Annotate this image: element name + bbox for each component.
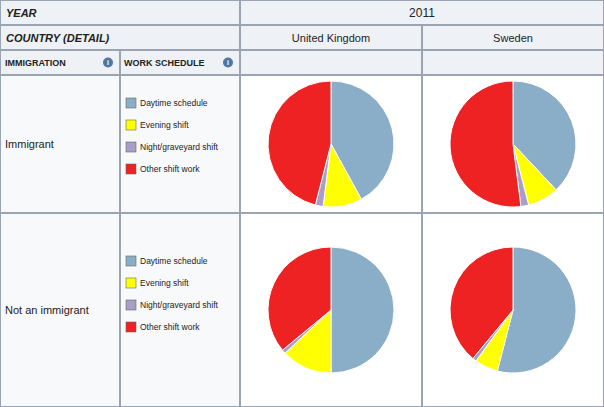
column-label: United Kingdom xyxy=(292,32,370,44)
table-cell xyxy=(241,26,422,50)
legend-swatch xyxy=(126,256,136,266)
table-cell xyxy=(423,76,604,213)
pie-slice xyxy=(450,247,513,359)
table-cell xyxy=(241,214,422,407)
legend-label: Night/graveyard shift xyxy=(140,300,219,310)
table-cell xyxy=(241,1,604,25)
legend-label: Daytime schedule xyxy=(140,98,208,108)
header-label: WORK SCHEDULE xyxy=(124,58,205,68)
legend-swatch xyxy=(126,300,136,310)
chart-container: YEAR 2011 COUNTRY (DETAIL) United Kingdom Sw… xyxy=(0,0,604,407)
pie xyxy=(268,81,394,207)
pie-slice xyxy=(268,81,331,205)
pie-slice xyxy=(268,247,331,350)
table-cell xyxy=(1,51,120,75)
legend-swatch xyxy=(126,142,136,152)
legend-swatch xyxy=(126,98,136,108)
info-icon xyxy=(223,58,233,68)
legend-swatch xyxy=(126,164,136,174)
legend-swatch xyxy=(126,278,136,288)
column-label: Sweden xyxy=(493,32,533,44)
legend-label: Other shift work xyxy=(140,164,200,174)
legend-label: Evening shift xyxy=(140,120,189,130)
pie xyxy=(450,81,576,207)
info-icon-label: i xyxy=(107,59,109,66)
pie xyxy=(450,247,576,373)
header-label: COUNTRY (DETAIL) xyxy=(6,32,110,44)
table-cell xyxy=(423,51,604,75)
table-cell xyxy=(423,26,604,50)
info-icon-label: i xyxy=(227,59,229,66)
legend-label: Other shift work xyxy=(140,322,200,332)
row-label: Not an immigrant xyxy=(5,304,89,316)
legend-label: Night/graveyard shift xyxy=(140,142,219,152)
table-cell xyxy=(121,214,240,407)
chart: YEAR 2011 COUNTRY (DETAIL) United Kingdom Sw… xyxy=(0,0,604,407)
pie xyxy=(268,247,394,373)
table-cell xyxy=(1,76,120,213)
legend-label: Daytime schedule xyxy=(140,256,208,266)
pie-slice xyxy=(331,247,394,373)
table-cell xyxy=(1,1,240,25)
table-cell xyxy=(1,214,120,407)
pie-slice xyxy=(450,81,521,207)
row-label: Immigrant xyxy=(5,138,54,150)
table-cell xyxy=(121,76,240,213)
header-label: YEAR xyxy=(6,7,37,19)
table-cell xyxy=(423,214,604,407)
info-icon xyxy=(103,58,113,68)
table-cell xyxy=(121,51,240,75)
header-label: IMMIGRATION xyxy=(5,58,66,68)
table-cell xyxy=(1,26,240,50)
legend-swatch xyxy=(126,120,136,130)
table-cell xyxy=(241,76,422,213)
title: 2011 xyxy=(409,6,435,20)
legend-label: Evening shift xyxy=(140,278,189,288)
legend-swatch xyxy=(126,322,136,332)
table-cell xyxy=(241,51,422,75)
